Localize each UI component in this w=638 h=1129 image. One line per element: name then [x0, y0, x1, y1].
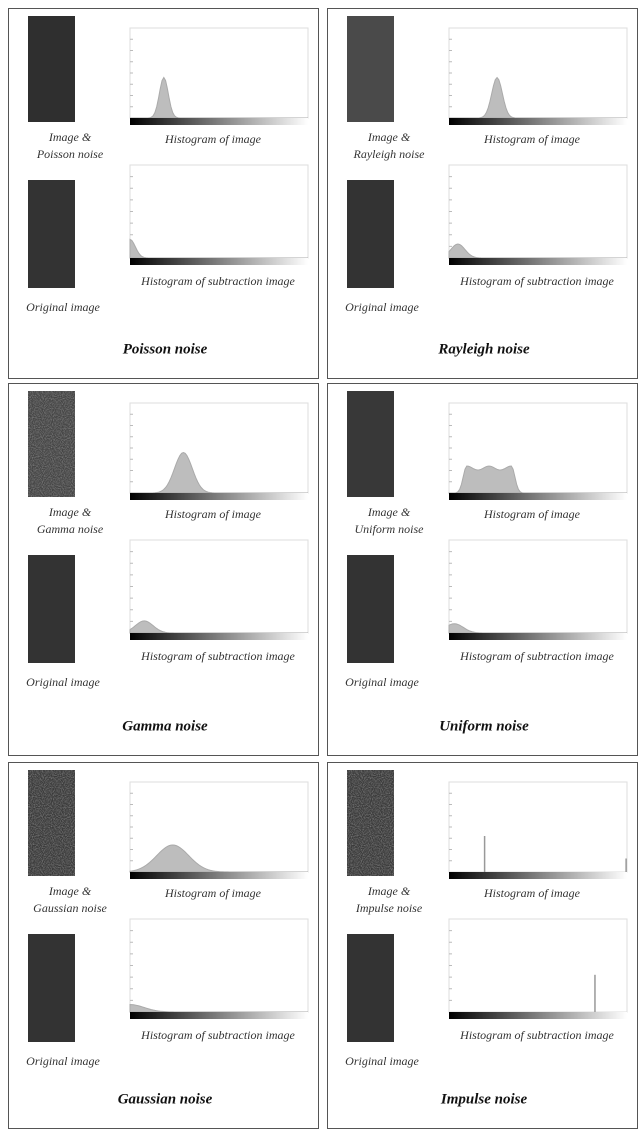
- original-image: [28, 934, 75, 1042]
- histogram-frame: [449, 540, 627, 633]
- histogram-frame: [130, 165, 308, 258]
- image-label: Gamma noise: [37, 522, 104, 536]
- original-label: Original image: [26, 1054, 100, 1068]
- subtraction-label: Histogram of subtraction image: [459, 274, 614, 288]
- original-label: Original image: [26, 300, 100, 314]
- panel: Image & Impulse noise Histogram of image Or…: [328, 763, 638, 1129]
- noise-texture: [347, 770, 394, 876]
- intensity-bar: [449, 1012, 627, 1019]
- figure: Image & Poisson noise Histogram of image Or…: [0, 0, 638, 1129]
- panel: Image & Gaussian noise Histogram of image O…: [9, 763, 319, 1129]
- noise-texture: [28, 770, 75, 876]
- intensity-bar: [130, 258, 308, 265]
- noisy-image: [28, 16, 75, 122]
- histogram-frame: [449, 28, 627, 118]
- image-label: Rayleigh noise: [353, 147, 426, 161]
- intensity-bar: [130, 872, 308, 879]
- image-label: Image &: [48, 505, 92, 519]
- intensity-bar: [449, 872, 627, 879]
- panel: Image & Rayleigh noise Histogram of image O…: [328, 9, 638, 379]
- body: Image & Poisson noise Histogram of image Or…: [0, 0, 638, 1129]
- panel-title: Gamma noise: [122, 718, 208, 734]
- subtraction-label: Histogram of subtraction image: [459, 649, 614, 663]
- original-image: [347, 555, 394, 663]
- image-label: Image &: [48, 884, 92, 898]
- noisy-image: [347, 391, 394, 497]
- histogram-frame: [449, 165, 627, 258]
- panel: Image & Gamma noise Histogram of image Orig…: [9, 384, 319, 756]
- original-image: [28, 555, 75, 663]
- histogram-frame: [449, 782, 627, 872]
- histogram-label: Histogram of image: [164, 507, 262, 521]
- page: {"panels": [ {"title": "Poisson noise", …: [0, 0, 638, 1129]
- histogram-label: Histogram of image: [483, 132, 581, 146]
- intensity-bar: [130, 633, 308, 640]
- panel: Image & Poisson noise Histogram of image Or…: [9, 9, 319, 379]
- intensity-bar: [449, 118, 627, 125]
- intensity-bar: [449, 258, 627, 265]
- image-label: Image &: [367, 884, 411, 898]
- subtraction-label: Histogram of subtraction image: [140, 1028, 295, 1042]
- original-label: Original image: [345, 675, 419, 689]
- original-image: [28, 180, 75, 288]
- histogram-frame: [130, 919, 308, 1012]
- panel-title: Uniform noise: [439, 718, 529, 734]
- image-label: Poisson noise: [36, 147, 104, 161]
- histogram-frame: [130, 403, 308, 493]
- original-label: Original image: [345, 300, 419, 314]
- original-image: [347, 180, 394, 288]
- intensity-bar: [130, 118, 308, 125]
- panel-title: Gaussian noise: [118, 1091, 213, 1107]
- intensity-bar: [449, 493, 627, 500]
- noise-texture: [28, 391, 75, 497]
- histogram-frame: [449, 919, 627, 1012]
- subtraction-label: Histogram of subtraction image: [140, 649, 295, 663]
- image-label: Image &: [367, 505, 411, 519]
- panel-title: Rayleigh noise: [437, 341, 530, 357]
- panel: Image & Uniform noise Histogram of image Or…: [328, 384, 638, 756]
- histogram-label: Histogram of image: [164, 132, 262, 146]
- image-label: Uniform noise: [355, 522, 425, 536]
- noisy-image: [347, 16, 394, 122]
- image-label: Impulse noise: [355, 901, 423, 915]
- image-label: Image &: [48, 130, 92, 144]
- intensity-bar: [449, 633, 627, 640]
- subtraction-label: Histogram of subtraction image: [140, 274, 295, 288]
- image-label: Gaussian noise: [33, 901, 107, 915]
- panel-title: Impulse noise: [440, 1091, 528, 1107]
- original-label: Original image: [345, 1054, 419, 1068]
- intensity-bar: [130, 493, 308, 500]
- original-label: Original image: [26, 675, 100, 689]
- histogram-frame: [130, 540, 308, 633]
- histogram-label: Histogram of image: [483, 507, 581, 521]
- subtraction-label: Histogram of subtraction image: [459, 1028, 614, 1042]
- intensity-bar: [130, 1012, 308, 1019]
- histogram-label: Histogram of image: [483, 886, 581, 900]
- original-image: [347, 934, 394, 1042]
- panel-title: Poisson noise: [123, 341, 208, 357]
- histogram-label: Histogram of image: [164, 886, 262, 900]
- image-label: Image &: [367, 130, 411, 144]
